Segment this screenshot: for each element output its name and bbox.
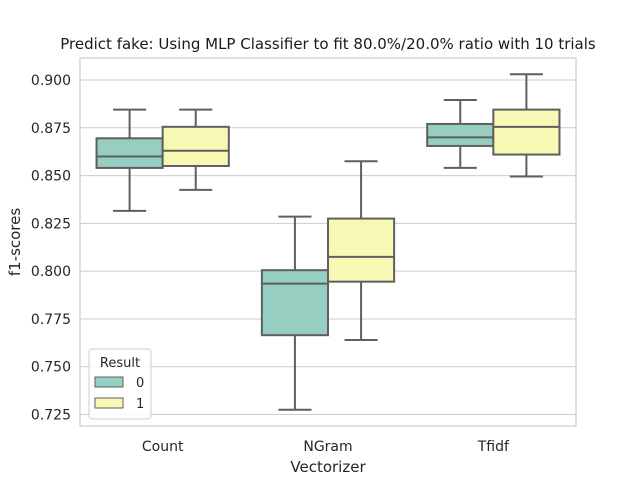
y-axis-label: f1-scores [6, 208, 24, 277]
box-count-result-1 [161, 108, 230, 191]
iqr-box [327, 217, 396, 283]
iqr-box [260, 269, 329, 337]
box-ngram-result-0 [260, 215, 329, 411]
y-tick-label: 0.725 [31, 408, 71, 424]
chart-title: Predict fake: Using MLP Classifier to fi… [60, 35, 596, 53]
y-tick-label: 0.775 [31, 312, 71, 328]
x-tick-label: NGram [303, 439, 352, 455]
legend-label-1: 1 [136, 397, 144, 412]
iqr-box [95, 137, 164, 169]
legend-title: Result [100, 356, 140, 371]
legend-label-0: 0 [136, 376, 144, 391]
y-tick-label: 0.875 [31, 121, 71, 137]
box-tfidf-result-1 [492, 73, 561, 178]
legend-swatch-1 [94, 397, 124, 409]
legend: Result 0 1 [88, 348, 152, 420]
plot-area: 0.725 0.750 0.775 0.800 0.825 0.850 0.875 0.900… [31, 57, 577, 455]
plot-frame [79, 57, 577, 427]
y-tick-label: 0.800 [31, 264, 71, 280]
box-tfidf-result-0 [426, 99, 495, 169]
x-tick-label: Count [142, 439, 184, 455]
y-tick-label: 0.825 [31, 216, 71, 232]
y-tick-label: 0.750 [31, 360, 71, 376]
legend-swatch-0 [94, 376, 124, 388]
y-tick-label: 0.850 [31, 169, 71, 185]
x-axis-label: Vectorizer [290, 458, 366, 476]
box-ngram-result-1 [327, 160, 396, 341]
iqr-box [161, 125, 230, 168]
iqr-box [426, 122, 495, 147]
iqr-box [492, 108, 561, 156]
box-count-result-0 [95, 108, 164, 212]
y-tick-label: 0.900 [31, 73, 71, 89]
x-tick-label: Tfidf [477, 439, 510, 455]
